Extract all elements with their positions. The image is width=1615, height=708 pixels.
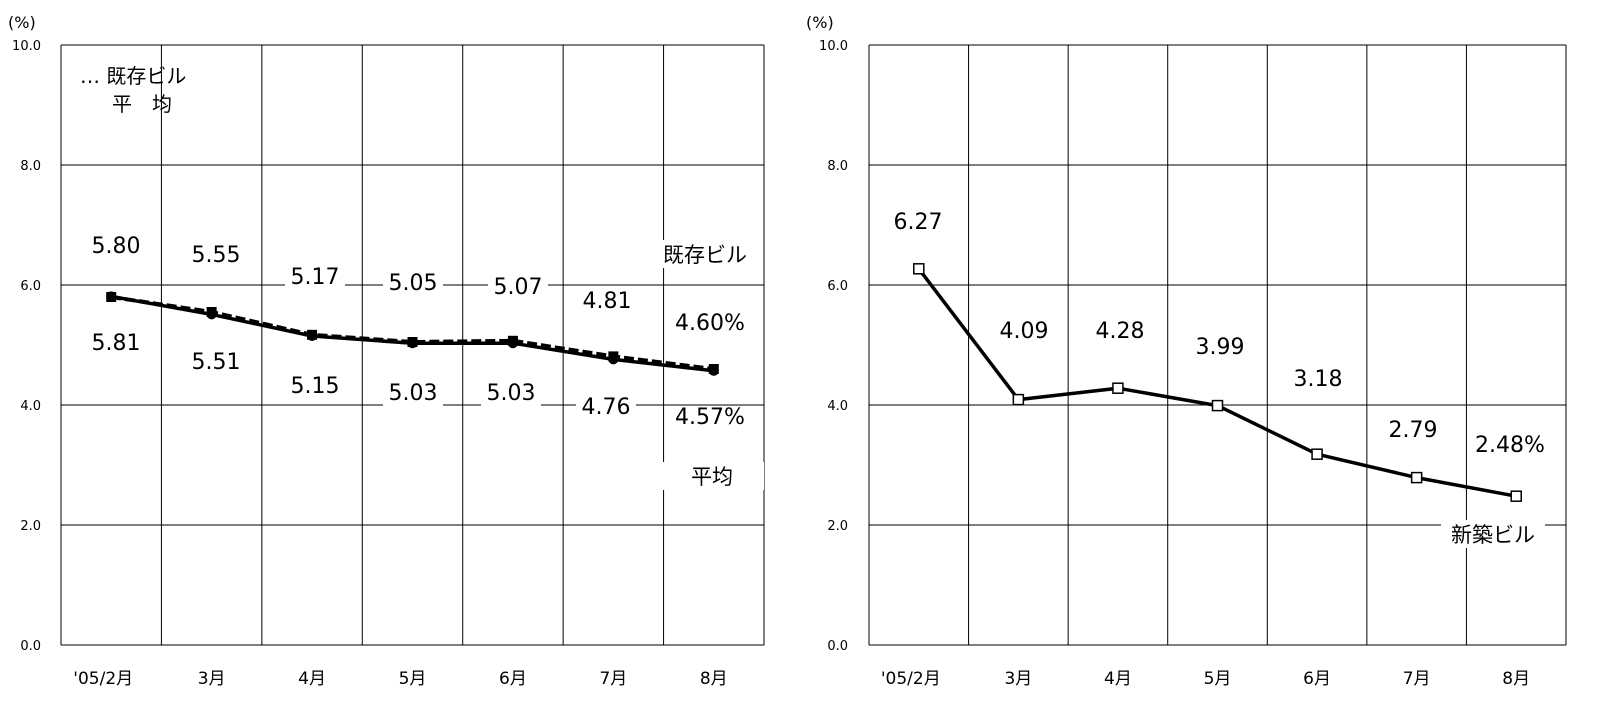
data-label: 4.60%	[675, 311, 745, 336]
data-label: 3.18	[1294, 367, 1343, 392]
y-unit-label: (%)	[8, 13, 36, 32]
y-tick-label: 10.0	[12, 39, 41, 54]
data-label: 4.09	[1000, 319, 1049, 344]
x-tick-label: 8月	[700, 669, 728, 689]
data-label: 5.03	[389, 381, 438, 406]
data-point-marker	[206, 309, 217, 320]
y-tick-label: 2.0	[827, 519, 848, 534]
x-tick-label: 6月	[1303, 669, 1331, 689]
gridlines	[868, 44, 1567, 646]
series-name-label: 既存ビル	[663, 243, 747, 267]
y-tick-label: 0.0	[20, 639, 41, 654]
label-backdrop	[488, 272, 548, 300]
x-tick-label: 7月	[1403, 669, 1431, 689]
data-label: 5.05	[389, 271, 438, 296]
data-label: 5.51	[192, 350, 241, 375]
data-label: 5.03	[487, 381, 536, 406]
data-label: 6.27	[894, 210, 943, 235]
y-unit-label: (%)	[806, 13, 834, 32]
series-name-label: 平均	[691, 465, 733, 489]
data-label: 5.15	[291, 374, 340, 399]
x-tick-label: '05/2月	[881, 669, 941, 689]
series-name-backdrop	[660, 462, 764, 490]
data-label: 2.79	[1389, 418, 1438, 443]
x-tick-label: 3月	[1004, 669, 1032, 689]
y-tick-label: 8.0	[827, 159, 848, 174]
data-label: 4.28	[1096, 319, 1145, 344]
gridlines	[60, 44, 765, 646]
y-tick-label: 10.0	[819, 39, 848, 54]
chart-panel-2: 0.0 2.0 4.0 6.0 8.0 10.0 (%) '05/2月 3月 4月 5月 6月 7月 8月…	[806, 13, 1567, 689]
y-tick-label: 6.0	[20, 279, 41, 294]
y-tick-label: 8.0	[20, 159, 41, 174]
data-point-marker	[307, 331, 318, 341]
x-tick-label: 4月	[298, 669, 326, 689]
series-name-label: 新築ビル	[1451, 523, 1535, 547]
data-point-marker	[708, 365, 719, 376]
series-name-backdrop	[653, 240, 757, 268]
data-label: 4.57%	[675, 405, 745, 430]
series-1: 5.80 5.55 5.17 5.05 5.07 4.81 4.60% 既存ビル	[92, 234, 757, 374]
x-tick-label: 4月	[1104, 669, 1132, 689]
data-point-marker	[1211, 399, 1224, 412]
data-point-marker	[1510, 490, 1522, 502]
data-point-marker	[913, 263, 925, 275]
data-label: 5.07	[494, 275, 543, 300]
legend-line-1: … 既存ビル	[80, 64, 186, 88]
x-tick-label: 7月	[599, 669, 627, 689]
label-backdrop	[383, 378, 443, 406]
data-point-marker	[106, 291, 117, 302]
data-point-marker	[1012, 393, 1025, 406]
data-point-marker	[1112, 382, 1124, 394]
data-label: 5.81	[92, 331, 141, 356]
label-backdrop	[285, 371, 345, 399]
data-label: 3.99	[1196, 335, 1245, 360]
label-backdrop	[383, 268, 443, 296]
x-tick-label: '05/2月	[73, 669, 133, 689]
y-tick-label: 0.0	[827, 639, 848, 654]
legend-line-2: 平 均	[112, 92, 172, 116]
label-backdrop	[285, 262, 345, 290]
data-point-marker	[407, 338, 418, 349]
x-tick-label: 5月	[1204, 669, 1232, 689]
data-label: 4.81	[583, 289, 632, 314]
data-label: 5.17	[291, 265, 340, 290]
series-line	[917, 267, 1517, 498]
label-backdrop	[481, 378, 541, 406]
data-point-marker	[608, 354, 619, 365]
chart-panel-1: 0.0 2.0 4.0 6.0 8.0 10.0 (%) '05/2月 3月 4月 5月 6月 7月 8月…	[8, 13, 765, 689]
data-label: 5.80	[92, 234, 141, 259]
y-tick-label: 4.0	[20, 399, 41, 414]
x-tick-label: 8月	[1502, 669, 1530, 689]
series-name-backdrop	[1441, 520, 1545, 548]
y-tick-label: 4.0	[827, 399, 848, 414]
series-2: 5.81 5.51 5.15 5.03 5.03 4.76 4.57% 平均	[92, 291, 764, 490]
y-tick-label: 6.0	[827, 279, 848, 294]
data-label: 2.48%	[1475, 433, 1545, 458]
data-label: 4.76	[582, 395, 631, 420]
data-point-marker	[507, 338, 518, 349]
x-tick-label: 6月	[499, 669, 527, 689]
data-point-marker	[1410, 471, 1423, 484]
series-1: 6.27 4.09 4.28 3.99 3.18 2.79 2.48% 新築ビル	[894, 210, 1545, 548]
label-backdrop	[576, 392, 636, 420]
x-tick-label: 5月	[399, 669, 427, 689]
data-point-marker	[1311, 448, 1323, 460]
y-tick-label: 2.0	[20, 519, 41, 534]
data-label: 5.55	[192, 243, 241, 268]
x-tick-label: 3月	[198, 669, 226, 689]
